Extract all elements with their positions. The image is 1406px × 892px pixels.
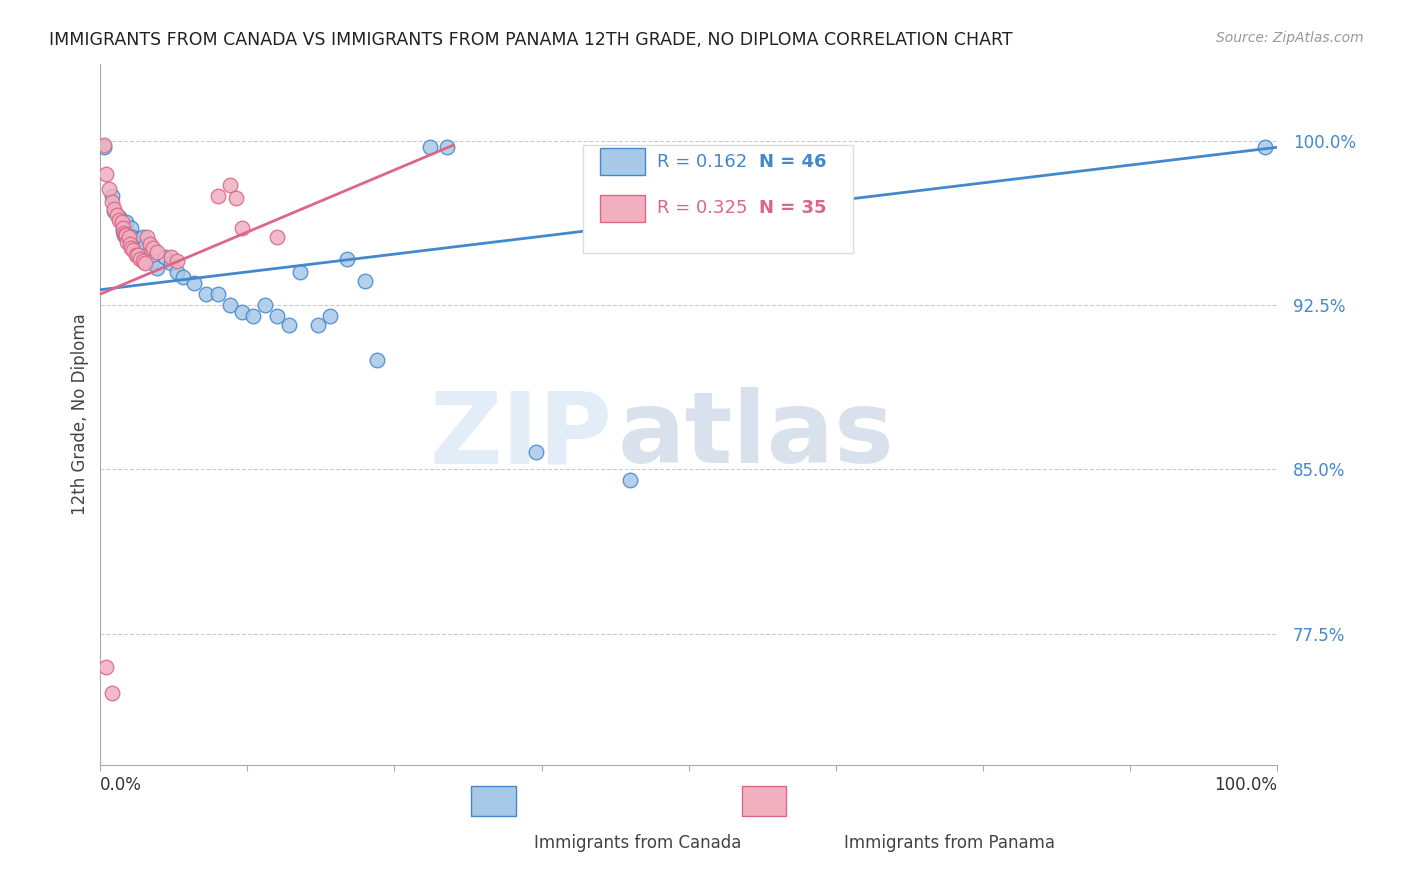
Point xyxy=(160,250,183,264)
Point xyxy=(225,191,247,205)
Y-axis label: 12th Grade, No Diploma: 12th Grade, No Diploma xyxy=(72,314,89,516)
Point xyxy=(117,230,139,244)
Point xyxy=(105,208,128,222)
Point xyxy=(336,252,359,266)
Point xyxy=(110,215,132,229)
Point xyxy=(117,226,139,240)
Text: Immigrants from Canada: Immigrants from Canada xyxy=(534,834,741,852)
Bar xyxy=(600,195,645,222)
Text: R = 0.325: R = 0.325 xyxy=(657,200,748,218)
Point xyxy=(207,188,229,202)
Point xyxy=(266,230,288,244)
Point xyxy=(93,138,115,153)
Point xyxy=(254,298,277,312)
Point xyxy=(129,247,152,261)
Point xyxy=(114,221,136,235)
Text: atlas: atlas xyxy=(619,387,894,484)
Point xyxy=(242,309,264,323)
Point xyxy=(108,212,131,227)
Point xyxy=(195,287,218,301)
Point xyxy=(290,265,312,279)
Point xyxy=(115,215,138,229)
Point xyxy=(101,188,124,202)
Point xyxy=(101,686,124,700)
Point xyxy=(127,247,149,261)
Point xyxy=(166,265,188,279)
Point xyxy=(120,241,142,255)
Point xyxy=(266,309,288,323)
Point xyxy=(136,247,159,261)
Point xyxy=(142,241,165,255)
FancyBboxPatch shape xyxy=(582,145,853,253)
Point xyxy=(103,203,125,218)
Point xyxy=(110,217,132,231)
Point xyxy=(1254,140,1277,154)
Point xyxy=(524,445,547,459)
Point xyxy=(112,226,135,240)
Point xyxy=(108,211,131,225)
Point xyxy=(354,274,377,288)
Point xyxy=(118,230,141,244)
Point xyxy=(307,318,329,332)
Point xyxy=(146,245,169,260)
Point xyxy=(218,298,240,312)
Point xyxy=(131,230,153,244)
Point xyxy=(129,252,152,266)
Text: R = 0.162: R = 0.162 xyxy=(657,153,747,170)
Point xyxy=(172,269,194,284)
Point xyxy=(117,235,139,249)
Point xyxy=(111,221,134,235)
Point xyxy=(160,256,183,270)
Text: Source: ZipAtlas.com: Source: ZipAtlas.com xyxy=(1216,31,1364,45)
Point xyxy=(436,140,458,154)
Point xyxy=(124,247,146,261)
Point xyxy=(124,239,146,253)
Point xyxy=(111,223,134,237)
Point xyxy=(134,239,156,253)
Point xyxy=(139,236,162,251)
Point xyxy=(121,230,143,244)
Point xyxy=(419,140,441,154)
Point xyxy=(136,230,159,244)
Point xyxy=(277,318,299,332)
Point xyxy=(166,254,188,268)
Text: 0.0%: 0.0% xyxy=(100,776,142,794)
Point xyxy=(619,473,641,487)
Point xyxy=(131,254,153,268)
Point xyxy=(134,256,156,270)
Point xyxy=(319,309,342,323)
Text: IMMIGRANTS FROM CANADA VS IMMIGRANTS FROM PANAMA 12TH GRADE, NO DIPLOMA CORRELAT: IMMIGRANTS FROM CANADA VS IMMIGRANTS FRO… xyxy=(49,31,1012,49)
Text: ZIP: ZIP xyxy=(429,387,612,484)
Bar xyxy=(600,148,645,175)
Point xyxy=(93,140,115,154)
Point xyxy=(207,287,229,301)
Point xyxy=(96,659,118,673)
Text: Immigrants from Panama: Immigrants from Panama xyxy=(844,834,1054,852)
Point xyxy=(141,254,163,268)
Point xyxy=(101,195,124,210)
Point xyxy=(112,227,135,242)
Point xyxy=(127,232,149,246)
Bar xyxy=(741,786,786,815)
Point xyxy=(96,167,118,181)
Point xyxy=(120,221,142,235)
Point xyxy=(122,235,145,249)
Point xyxy=(103,202,125,216)
Point xyxy=(115,227,138,242)
Point xyxy=(97,182,120,196)
Point xyxy=(231,221,253,235)
Text: N = 35: N = 35 xyxy=(759,200,827,218)
Text: N = 46: N = 46 xyxy=(759,153,827,170)
Point xyxy=(114,227,136,242)
Bar xyxy=(471,786,516,815)
Point xyxy=(146,260,169,275)
Point xyxy=(153,250,176,264)
Text: 100.0%: 100.0% xyxy=(1213,776,1277,794)
Point xyxy=(183,276,205,290)
Point xyxy=(218,178,240,192)
Point xyxy=(122,244,145,258)
Point xyxy=(366,352,388,367)
Point xyxy=(231,304,253,318)
Point xyxy=(118,236,141,251)
